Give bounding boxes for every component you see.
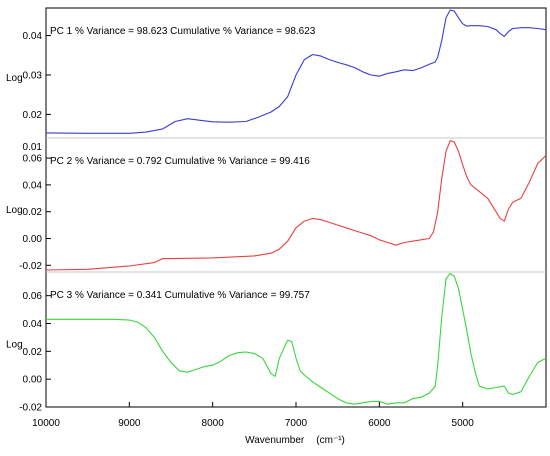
panel-pc1: 0.02 0.03 0.04 Log PC 1 % Variance = 98.623 … [6, 9, 547, 134]
y-tick-label: 0.04 [23, 319, 43, 330]
x-tick-label: 8000 [202, 418, 225, 429]
panel-title: PC 3 % Variance = 0.341 Cumulative % Var… [50, 290, 310, 301]
x-tick-label: 6000 [368, 418, 391, 429]
y-tick-label: 0.00 [23, 234, 43, 245]
series-line-pc3 [46, 272, 547, 405]
x-tick-label: 5000 [452, 418, 475, 429]
x-axis-title: Wavenumber (cm⁻¹) [245, 435, 345, 446]
y-tick-label: 0.04 [23, 31, 43, 42]
plot-frame [45, 7, 547, 408]
x-axis: 10000 9000 8000 7000 6000 5000 [32, 402, 474, 429]
panel-pc2: -0.02 0.00 0.02 0.04 0.060.01 Log PC 2 % Varia… [6, 140, 547, 272]
series-line-pc2 [45, 140, 547, 271]
y-tick-label: 0.04 [23, 180, 43, 191]
x-axis-label: Wavenumber [245, 435, 305, 446]
y-tick-label: 0.06 [23, 291, 43, 302]
panel-title: PC 1 % Variance = 98.623 Cumulative % Va… [50, 26, 316, 37]
x-axis-unit: (cm⁻¹) [316, 435, 345, 446]
y-tick-label: 0.06 [23, 154, 43, 165]
y-tick-label: -0.02 [19, 403, 42, 414]
series-line-pc1 [45, 9, 547, 134]
x-tick-label: 7000 [285, 418, 308, 429]
y-tick-label: 0.01 [23, 142, 43, 153]
y-tick-label: -0.02 [19, 261, 42, 272]
y-tick-label: 0.02 [23, 207, 43, 218]
x-tick-label: 9000 [118, 418, 141, 429]
y-tick-label: 0.00 [23, 375, 43, 386]
y-axis-title: Log [6, 205, 23, 216]
y-tick-label: 0.02 [23, 347, 43, 358]
chart-frame [45, 7, 547, 408]
y-axis-title: Log [6, 73, 23, 84]
y-tick-label: 0.02 [23, 110, 43, 121]
y-axis-title: Log [6, 340, 23, 351]
y-tick-label: 0.03 [23, 70, 43, 81]
x-tick-label: 10000 [32, 418, 60, 429]
panel-title: PC 2 % Variance = 0.792 Cumulative % Var… [50, 156, 310, 167]
panel-pc3: -0.02 0.00 0.02 0.04 0.06 Log PC 3 % Variance … [6, 272, 547, 414]
